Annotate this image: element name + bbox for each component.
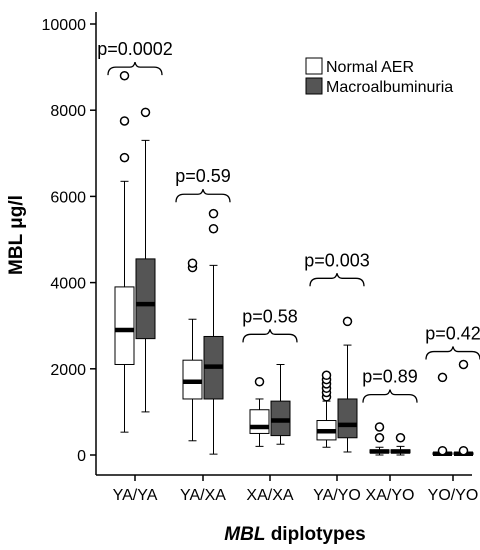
x-tick-label: YA/YA [113, 487, 158, 504]
legend-swatch-macroalbuminuria [305, 77, 323, 95]
box-macroalbuminuria [337, 316, 358, 453]
outlier-point [119, 116, 130, 126]
outlier-point [374, 422, 385, 432]
box-normal-aer [249, 376, 270, 447]
x-tick-label: YA/YO [313, 487, 361, 504]
y-tick-label: 8000 [50, 103, 86, 120]
x-tick-label: XA/XA [246, 487, 293, 504]
box-macroalbuminuria [270, 363, 291, 445]
box-normal-aer [316, 370, 337, 448]
p-value-label: p=0.59 [175, 166, 231, 186]
significance-bracket [309, 273, 365, 287]
outlier-point [437, 372, 448, 383]
outlier-point [395, 433, 406, 443]
y-ticks: 0 2000 4000 6000 8000 10000 [42, 17, 96, 465]
y-axis-title: MBL μg/l [6, 195, 27, 275]
box-macroalbuminuria [453, 359, 474, 456]
box-normal-aer [369, 422, 390, 456]
p-value-label: p=0.0002 [97, 39, 173, 59]
x-tick-label: XA/YO [366, 487, 415, 504]
p-value-label: p=0.89 [362, 367, 418, 387]
box-normal-aer [182, 258, 203, 442]
x-tick-label: YA/XA [180, 487, 226, 504]
significance-bracket [242, 329, 298, 343]
p-value-label: p=0.42 [425, 324, 480, 344]
x-axis-title-italic: MBL [224, 524, 265, 545]
outlier-point [119, 70, 130, 81]
box-macroalbuminuria [135, 107, 156, 413]
box-normal-aer [114, 70, 135, 433]
x-tick-label: YO/YO [428, 487, 479, 504]
x-axis-title-rest: diplotypes [265, 524, 365, 545]
outlier-point [140, 107, 151, 118]
significance-bracket [425, 346, 480, 360]
significance-bracket [175, 189, 231, 203]
significance-bracket [362, 389, 418, 403]
significance-bracket [107, 61, 163, 76]
outlier-point [208, 208, 219, 219]
outlier-point [254, 376, 265, 387]
box-iqr [135, 258, 156, 340]
box-macroalbuminuria [390, 433, 411, 456]
outlier-point [458, 445, 469, 456]
outlier-point [458, 359, 469, 370]
outlier-point [208, 223, 219, 234]
x-axis: YA/YA YA/XA XA/XA YA/YO XA/YO YO/YO [96, 474, 479, 504]
box-macroalbuminuria [203, 208, 224, 455]
box-iqr [337, 398, 358, 439]
y-tick-label: 4000 [50, 276, 86, 293]
legend: Normal AER Macroalbuminuria [305, 57, 453, 96]
legend-label-macroalbuminuria: Macroalbuminuria [326, 79, 453, 96]
outlier-point [119, 152, 130, 163]
y-axis: 0 2000 4000 6000 8000 10000 [42, 12, 97, 475]
y-tick-label: 6000 [50, 189, 86, 206]
legend-swatch-normal-aer [305, 57, 323, 75]
legend-label-normal-aer: Normal AER [326, 59, 414, 76]
p-value-label: p=0.58 [242, 306, 298, 326]
box-iqr [249, 409, 270, 434]
x-ticks: YA/YA YA/XA XA/XA YA/YO XA/YO YO/YO [113, 475, 479, 504]
outlier-point [321, 370, 332, 381]
box-normal-aer [432, 372, 453, 456]
y-tick-label: 2000 [50, 362, 86, 379]
p-value-annotations: p=0.0002 p=0.59 p=0.58 p=0.003 p=0.89 p=0.42 [97, 39, 480, 403]
outlier-point [187, 258, 198, 268]
outlier-point [342, 316, 353, 327]
box-iqr [114, 286, 135, 365]
p-value-label: p=0.003 [304, 250, 370, 270]
y-tick-label: 10000 [42, 17, 87, 34]
y-tick-label: 0 [77, 448, 86, 465]
box-groups [114, 70, 474, 456]
outlier-point [437, 445, 448, 456]
outlier-point [374, 433, 385, 443]
x-axis-title: MBL diplotypes [224, 524, 365, 545]
